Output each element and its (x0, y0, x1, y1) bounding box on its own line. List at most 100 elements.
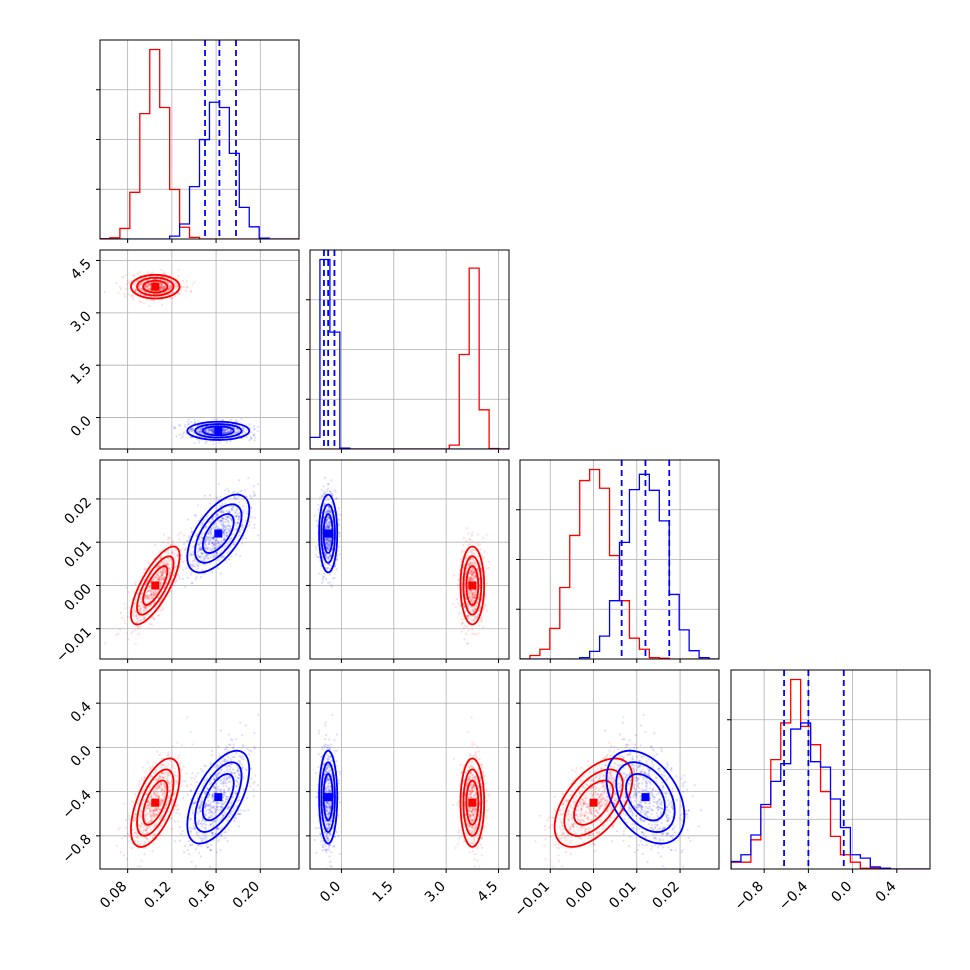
scatter-point (205, 556, 208, 559)
scatter-point (148, 802, 152, 805)
panel-0-0 (96, 39, 300, 243)
scatter-point (158, 609, 162, 612)
scatter-point (158, 582, 162, 585)
scatter-point (146, 285, 149, 289)
scatter-point (223, 432, 226, 435)
scatter-point (197, 419, 200, 423)
scatter-point (171, 798, 174, 801)
scatter-point (146, 284, 149, 287)
scatter-point (154, 769, 158, 772)
scatter-point (468, 593, 471, 596)
panel-1-2 (306, 459, 510, 663)
scatter-point (151, 811, 154, 814)
scatter-point (149, 820, 153, 823)
scatter-point (160, 573, 164, 576)
scatter-point (226, 515, 229, 519)
scatter-point (192, 564, 195, 567)
scatter-point (320, 582, 324, 585)
scatter-point (337, 523, 340, 526)
scatter-point (480, 616, 483, 619)
scatter-point (209, 537, 213, 540)
scatter-point (157, 806, 160, 809)
scatter-point (154, 786, 157, 789)
scatter-point (186, 716, 189, 719)
scatter-point (473, 562, 476, 565)
scatter-point (328, 522, 332, 526)
scatter-point (468, 596, 471, 599)
scatter-point (464, 557, 468, 560)
scatter-point (315, 548, 318, 551)
scatter-point (176, 284, 179, 288)
scatter-point (231, 521, 234, 524)
scatter-point (478, 543, 482, 546)
scatter-point (152, 809, 155, 812)
scatter-point (205, 517, 209, 520)
scatter-point (250, 496, 253, 499)
scatter-point (249, 506, 252, 509)
scatter-point (154, 576, 157, 579)
scatter-point (203, 494, 206, 497)
scatter-point (191, 428, 195, 431)
scatter-point (169, 788, 172, 792)
scatter-point (470, 578, 474, 581)
scatter-point (140, 287, 143, 290)
scatter-point (468, 561, 471, 565)
density-contour (142, 565, 169, 606)
scatter-point (161, 284, 164, 288)
scatter-point (134, 599, 138, 602)
scatter-point (166, 557, 170, 560)
scatter-point (200, 546, 203, 549)
scatter-point (185, 280, 188, 283)
scatter-point (206, 548, 209, 551)
scatter-point (142, 302, 145, 305)
scatter-point (160, 287, 163, 290)
scatter-point (173, 791, 176, 794)
scatter-point (224, 428, 227, 432)
scatter-point (205, 440, 208, 443)
scatter-point (474, 606, 477, 610)
scatter-point (178, 424, 181, 428)
scatter-point (470, 594, 474, 597)
scatter-point (463, 605, 466, 608)
scatter-point (146, 761, 150, 764)
scatter-point (144, 607, 147, 610)
scatter-point (144, 594, 147, 597)
scatter-point (181, 568, 185, 572)
scatter-point (471, 571, 474, 574)
scatter-point (149, 283, 152, 286)
scatter-point (156, 791, 159, 794)
scatter-point (117, 828, 120, 831)
scatter-point (160, 284, 163, 287)
scatter-point (204, 541, 207, 544)
scatter-point (199, 548, 202, 551)
scatter-point (214, 542, 217, 545)
scatter-point (153, 824, 156, 827)
scatter-point (470, 563, 473, 566)
scatter-point (468, 589, 471, 592)
scatter-point (223, 429, 226, 432)
scatter-point (159, 799, 162, 802)
scatter-point (214, 538, 217, 542)
scatter-point (148, 589, 152, 592)
scatter-point (150, 623, 153, 626)
scatter-point (472, 590, 475, 593)
scatter-point (166, 775, 169, 779)
scatter-point (209, 534, 212, 537)
scatter-point (473, 617, 476, 620)
scatter-point (482, 556, 486, 559)
scatter-point (158, 809, 161, 812)
scatter-point (219, 519, 222, 522)
scatter-point (159, 285, 162, 288)
scatter-point (122, 854, 126, 857)
scatter-point (151, 813, 154, 816)
scatter-point (115, 282, 118, 285)
scatter-point (144, 785, 147, 788)
scatter-point (473, 596, 476, 599)
scatter-point (236, 428, 239, 431)
scatter-point (234, 428, 237, 431)
scatter-point (470, 569, 473, 572)
scatter-point (242, 511, 245, 514)
scatter-point (321, 577, 324, 581)
scatter-point (136, 865, 139, 868)
scatter-point (160, 799, 163, 802)
